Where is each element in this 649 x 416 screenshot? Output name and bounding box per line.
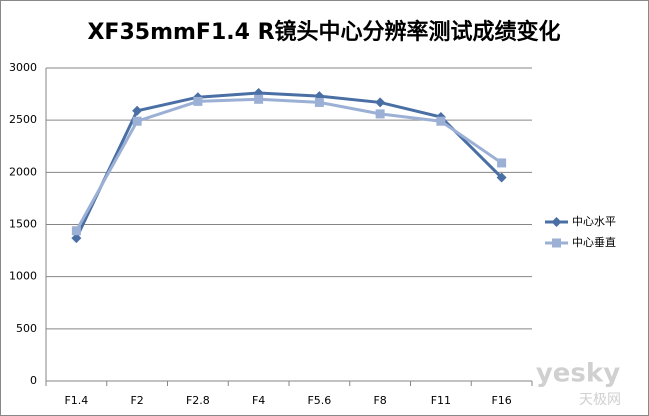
series-line	[75, 97, 503, 232]
marker	[193, 96, 203, 106]
series-line	[75, 91, 503, 239]
x-tick-label: F5.6	[307, 394, 331, 407]
marker	[497, 158, 507, 168]
marker	[71, 226, 81, 236]
legend-label: 中心垂直	[572, 235, 616, 249]
watermark: 天极网	[579, 392, 621, 408]
y-tick-label: 2000	[9, 165, 37, 178]
y-tick-label: 500	[16, 322, 37, 335]
marker	[254, 94, 264, 104]
marker	[314, 97, 324, 107]
marker	[375, 97, 386, 108]
x-tick-label: F11	[431, 394, 451, 407]
y-tick-label: 0	[30, 374, 37, 387]
marker	[551, 217, 562, 227]
marker	[496, 172, 507, 183]
marker	[375, 109, 385, 119]
marker	[132, 116, 142, 126]
marker	[436, 116, 446, 126]
chart-title: XF35mmF1.4 R镜头中心分辨率测试成绩变化	[87, 19, 560, 45]
watermark: yesky	[536, 359, 620, 389]
x-tick-label: F1.4	[64, 394, 88, 407]
y-tick-label: 2500	[9, 113, 37, 126]
marker	[552, 238, 561, 248]
x-tick-label: F16	[491, 394, 511, 407]
marker	[71, 233, 82, 244]
y-tick-label: 1500	[9, 218, 37, 231]
y-tick-label: 1000	[9, 270, 37, 283]
x-tick-label: F8	[373, 394, 386, 407]
y-tick-label: 3000	[9, 61, 37, 74]
legend-label: 中心水平	[572, 215, 616, 228]
marker	[132, 105, 143, 116]
x-tick-label: F2.8	[186, 394, 210, 407]
x-tick-label: F4	[252, 394, 265, 407]
x-tick-label: F2	[130, 394, 143, 407]
